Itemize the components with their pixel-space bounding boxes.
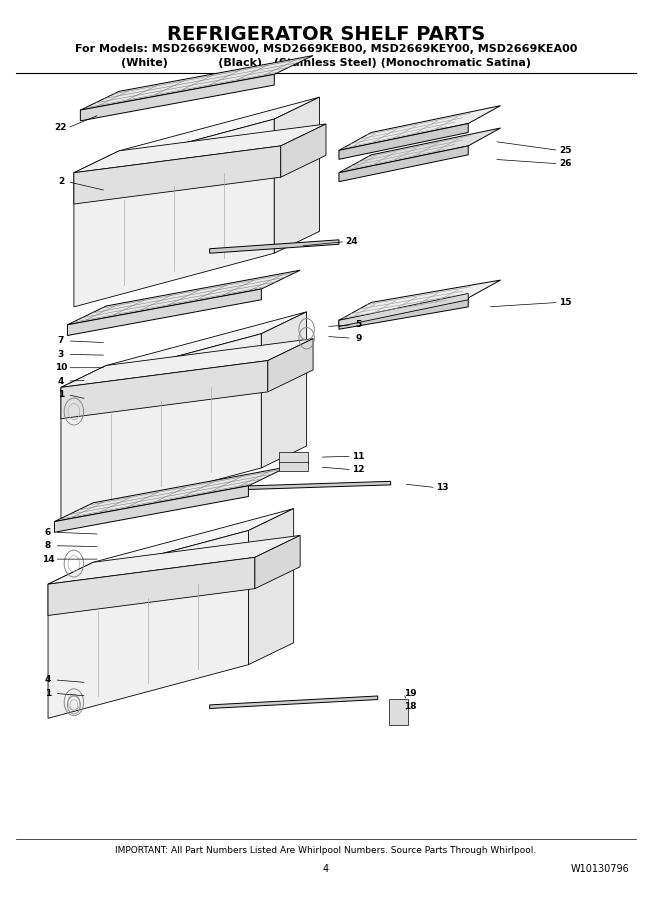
Text: 4: 4: [58, 376, 64, 385]
Polygon shape: [248, 508, 293, 665]
Text: 12: 12: [352, 465, 364, 474]
Polygon shape: [339, 123, 468, 159]
Polygon shape: [67, 270, 300, 325]
Text: IMPORTANT: All Part Numbers Listed Are Whirlpool Numbers. Source Parts Through W: IMPORTANT: All Part Numbers Listed Are W…: [115, 846, 537, 855]
Polygon shape: [339, 293, 468, 327]
Polygon shape: [61, 338, 313, 387]
Polygon shape: [61, 361, 268, 419]
Polygon shape: [48, 536, 300, 584]
FancyBboxPatch shape: [280, 452, 308, 463]
Text: 3: 3: [58, 350, 64, 359]
Polygon shape: [274, 97, 319, 253]
Polygon shape: [281, 124, 326, 177]
Text: W10130796: W10130796: [571, 864, 630, 874]
Polygon shape: [210, 239, 339, 253]
Polygon shape: [61, 334, 261, 522]
Text: 24: 24: [346, 237, 358, 246]
Polygon shape: [339, 146, 468, 182]
Text: 19: 19: [404, 688, 417, 698]
Text: 8: 8: [45, 541, 51, 550]
Text: 18: 18: [404, 702, 416, 711]
Text: 2: 2: [58, 177, 64, 186]
Polygon shape: [261, 311, 306, 468]
Polygon shape: [268, 338, 313, 392]
Polygon shape: [61, 311, 306, 387]
Text: 11: 11: [352, 452, 364, 461]
Text: REFRIGERATOR SHELF PARTS: REFRIGERATOR SHELF PARTS: [167, 24, 485, 43]
Text: 4: 4: [45, 675, 52, 684]
Polygon shape: [339, 105, 501, 150]
Text: 9: 9: [355, 334, 361, 343]
Text: 15: 15: [559, 298, 571, 307]
Text: 1: 1: [58, 390, 64, 399]
Text: (White)             (Black)   (Stainless Steel) (Monochromatic Satina): (White) (Black) (Stainless Steel) (Monoc…: [121, 58, 531, 68]
Polygon shape: [80, 56, 313, 110]
Text: 4: 4: [323, 864, 329, 874]
Polygon shape: [48, 557, 255, 616]
Text: 5: 5: [355, 320, 361, 329]
Polygon shape: [210, 696, 378, 708]
Text: 26: 26: [559, 159, 571, 168]
Polygon shape: [74, 124, 326, 173]
Polygon shape: [48, 530, 248, 718]
Polygon shape: [339, 298, 468, 329]
Text: 25: 25: [559, 146, 571, 155]
Polygon shape: [80, 75, 274, 121]
Text: 10: 10: [55, 364, 67, 373]
Text: 13: 13: [436, 483, 449, 492]
Text: 1: 1: [45, 688, 51, 698]
Polygon shape: [55, 467, 288, 522]
Polygon shape: [74, 146, 281, 204]
Text: For Models: MSD2669KEW00, MSD2669KEB00, MSD2669KEY00, MSD2669KEA00: For Models: MSD2669KEW00, MSD2669KEB00, …: [75, 44, 577, 54]
Text: 6: 6: [45, 527, 51, 536]
Polygon shape: [55, 486, 248, 532]
FancyBboxPatch shape: [389, 698, 408, 724]
Polygon shape: [339, 128, 501, 173]
Text: 14: 14: [42, 554, 54, 563]
Polygon shape: [255, 536, 300, 589]
Polygon shape: [74, 119, 274, 307]
FancyBboxPatch shape: [280, 462, 308, 472]
Polygon shape: [197, 482, 391, 491]
Polygon shape: [48, 508, 293, 584]
Text: 7: 7: [58, 337, 64, 346]
Polygon shape: [339, 280, 501, 320]
Text: 22: 22: [55, 123, 67, 132]
Polygon shape: [74, 97, 319, 173]
Polygon shape: [67, 289, 261, 336]
